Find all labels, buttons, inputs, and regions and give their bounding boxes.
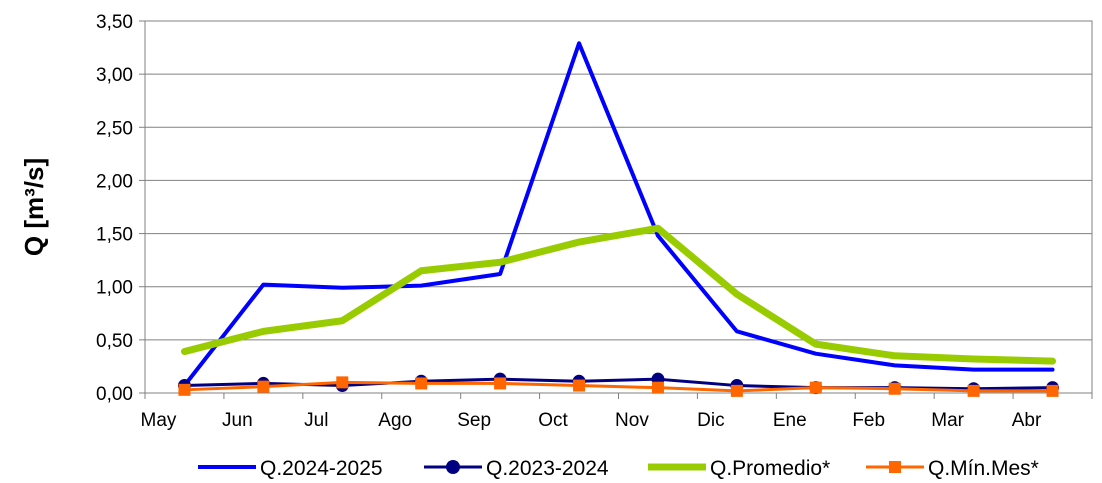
- y-tick-label: 1,50: [96, 225, 133, 246]
- series-q-promedio: [180, 224, 1057, 365]
- y-axis-label: Q [m³/s]: [19, 158, 49, 256]
- series-line: [182, 380, 1055, 393]
- plot-area: [144, 20, 1093, 394]
- legend-label: Q.Mín.Mes*: [928, 457, 1039, 480]
- y-tick-label: 0,00: [96, 384, 133, 405]
- legend-item: Q.Promedio*: [648, 457, 830, 480]
- legend-marker: [889, 461, 901, 473]
- x-tick-label: Dic: [697, 410, 724, 431]
- x-ticks: May Jun Jul Ago Sep Oct Nov Dic Ene Feb Mar Abr: [141, 393, 1093, 431]
- legend-label: Q.2023-2024: [486, 457, 609, 480]
- y-ticks: 0,00 0,50 1,00 1,50 2,00 2,50 3,00 3,50: [96, 12, 145, 405]
- x-tick-label: Jun: [222, 410, 253, 431]
- series-q-m-n-mes: [178, 376, 1059, 397]
- data-point: [178, 383, 191, 396]
- y-tick-label: 2,00: [96, 171, 133, 192]
- data-point: [967, 384, 980, 397]
- data-point: [651, 381, 664, 394]
- y-tick-label: 0,50: [96, 331, 133, 352]
- data-point: [809, 381, 822, 394]
- y-tick-label: 3,50: [96, 12, 133, 33]
- series-q-2024-2025: [182, 41, 1055, 388]
- legend-label: Q.2024-2025: [260, 457, 383, 480]
- y-tick-label: 2,50: [96, 118, 133, 139]
- series-line: [180, 224, 1057, 365]
- data-point: [1046, 384, 1059, 397]
- data-point: [888, 382, 901, 395]
- legend-label: Q.Promedio*: [710, 457, 830, 480]
- data-point: [573, 379, 586, 392]
- data-point: [415, 377, 428, 390]
- legend-item: Q.Mín.Mes*: [866, 457, 1039, 480]
- x-tick-label: Jul: [304, 410, 328, 431]
- x-tick-label: Oct: [538, 410, 568, 431]
- x-tick-label: Feb: [852, 410, 885, 431]
- x-tick-label: Ago: [378, 410, 412, 431]
- legend-marker: [446, 460, 460, 474]
- x-tick-label: Ene: [773, 410, 807, 431]
- x-tick-label: Nov: [615, 410, 649, 431]
- series-group: [177, 41, 1060, 397]
- y-tick-label: 3,00: [96, 65, 133, 86]
- data-point: [257, 380, 270, 393]
- x-tick-label: Mar: [931, 410, 964, 431]
- x-tick-label: Abr: [1012, 410, 1042, 431]
- legend-item: Q.2024-2025: [198, 457, 383, 480]
- data-point: [494, 377, 507, 390]
- legend-item: Q.2023-2024: [424, 457, 609, 480]
- y-tick-label: 1,00: [96, 278, 133, 299]
- x-tick-label: Sep: [457, 410, 491, 431]
- series-line: [182, 41, 1055, 388]
- x-tick-label: May: [141, 410, 177, 431]
- legend: Q.2024-2025 Q.2023-2024 Q.Promedio* Q.Mín.M…: [198, 457, 1039, 480]
- data-point: [336, 376, 349, 389]
- data-point: [730, 384, 743, 397]
